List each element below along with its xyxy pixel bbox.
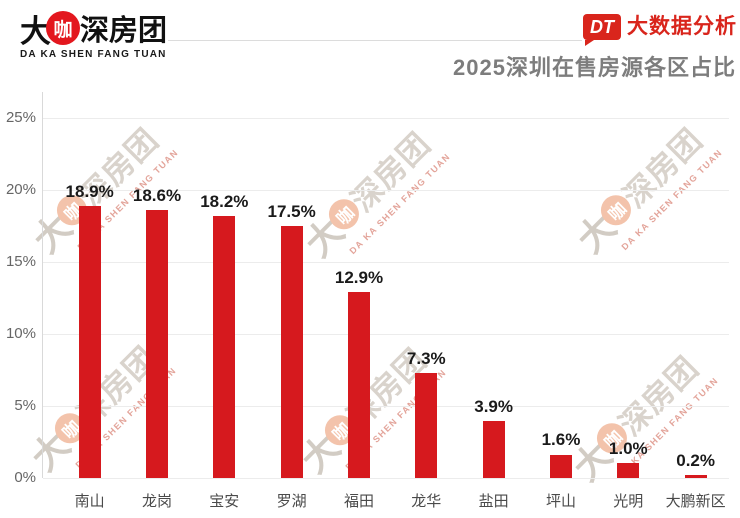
bar-南山 — [78, 205, 101, 478]
bar-大鹏新区 — [684, 474, 707, 478]
gridline-5% — [43, 405, 729, 407]
bar-坪山 — [549, 454, 572, 478]
x-category-label: 大鹏新区 — [665, 492, 726, 510]
logo-char-da: 大 — [20, 13, 51, 49]
x-category-label: 龙华 — [411, 492, 442, 510]
badge-label: 大数据分析 — [627, 15, 737, 38]
bar-value-label: 18.2% — [200, 191, 249, 211]
x-category-label: 坪山 — [545, 492, 576, 510]
y-tick-label: 5% — [14, 396, 36, 414]
gridline-20% — [43, 189, 729, 191]
gridline-25% — [43, 118, 729, 119]
bar-罗湖 — [280, 225, 303, 478]
gridline-15% — [43, 261, 729, 263]
bar-value-label: 0.2% — [676, 450, 715, 470]
logo-char-ka: 咖 — [53, 19, 73, 41]
brand-logo: 大 咖 深房团 DA KA SHEN FANG TUAN — [20, 10, 167, 60]
bar-value-label: 17.5% — [267, 201, 316, 221]
logo-red-circle-icon: 咖 — [46, 11, 80, 45]
y-tick-label: 25% — [5, 109, 36, 126]
y-tick-label: 15% — [5, 252, 36, 270]
bar-龙华 — [415, 372, 438, 478]
gridline-0% — [43, 477, 729, 479]
plot-area: 18.9% 南山 18.6% 龙岗 18.2% 宝安 17.5% 罗湖 12.9% 福田 7.3% 龙… — [42, 92, 729, 510]
bar-福田 — [347, 292, 370, 478]
header-divider — [168, 40, 582, 41]
x-category-label: 宝安 — [209, 492, 240, 510]
bar-value-label: 12.9% — [334, 267, 384, 287]
x-category-label: 福田 — [343, 492, 374, 510]
y-tick-label: 20% — [5, 180, 36, 198]
bar-value-label: 3.9% — [474, 397, 513, 417]
bar-盐田 — [482, 421, 505, 478]
y-tick-label: 10% — [5, 324, 36, 342]
bar-value-label: 18.6% — [132, 186, 182, 206]
x-category-label: 龙岗 — [141, 492, 172, 510]
x-category-label: 南山 — [74, 492, 105, 510]
dt-badge-icon: DT — [583, 14, 621, 46]
brand-logo-wordmark: 大 咖 深房团 — [20, 10, 168, 49]
page-title: 2025深圳在售房源各区占比 — [453, 55, 736, 80]
x-category-label: 罗湖 — [276, 492, 307, 510]
y-tick-label: 0% — [14, 468, 36, 486]
x-category-label: 盐田 — [478, 492, 509, 510]
bar-value-label: 1.6% — [541, 430, 581, 450]
logo-chars-rest: 深房团 — [80, 15, 168, 47]
bar-光明 — [617, 463, 640, 478]
logo-subtitle: DA KA SHEN FANG TUAN — [20, 49, 167, 60]
x-category-label: 光明 — [613, 492, 644, 510]
bar-value-label: 7.3% — [406, 348, 446, 368]
bar-龙岗 — [145, 210, 168, 478]
header: 大 咖 深房团 DA KA SHEN FANG TUAN DT 大数据分析 20… — [0, 0, 740, 90]
gridline-10% — [43, 333, 729, 335]
bar-宝安 — [213, 215, 236, 478]
